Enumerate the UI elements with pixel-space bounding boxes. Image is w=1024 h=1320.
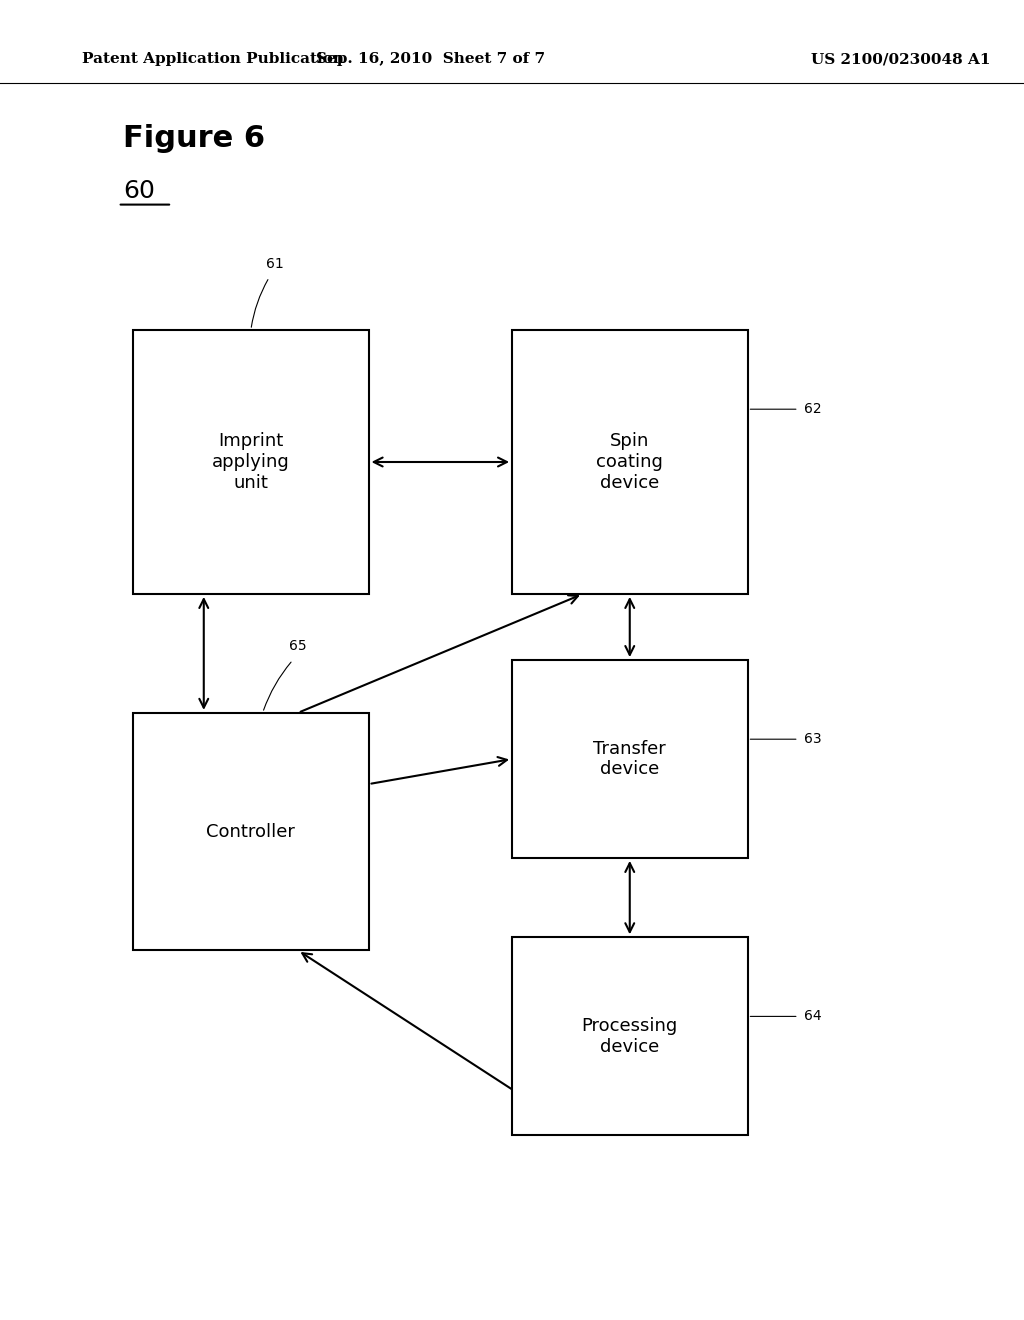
Text: Controller: Controller <box>207 822 295 841</box>
Text: 63: 63 <box>804 733 821 746</box>
Bar <box>133 713 369 950</box>
Text: 60: 60 <box>123 180 155 203</box>
Text: 64: 64 <box>804 1010 821 1023</box>
Text: Sep. 16, 2010  Sheet 7 of 7: Sep. 16, 2010 Sheet 7 of 7 <box>315 53 545 66</box>
Text: Figure 6: Figure 6 <box>123 124 265 153</box>
Text: US 2100/0230048 A1: US 2100/0230048 A1 <box>811 53 991 66</box>
Text: Imprint
applying
unit: Imprint applying unit <box>212 432 290 492</box>
Text: Patent Application Publication: Patent Application Publication <box>82 53 344 66</box>
Bar <box>512 330 748 594</box>
Text: Transfer
device: Transfer device <box>593 739 667 779</box>
Text: 65: 65 <box>289 639 307 653</box>
Bar <box>512 660 748 858</box>
Bar <box>133 330 369 594</box>
Bar <box>512 937 748 1135</box>
Text: Spin
coating
device: Spin coating device <box>596 432 664 492</box>
Text: 62: 62 <box>804 403 821 416</box>
Text: 61: 61 <box>265 256 284 271</box>
Text: Processing
device: Processing device <box>582 1016 678 1056</box>
